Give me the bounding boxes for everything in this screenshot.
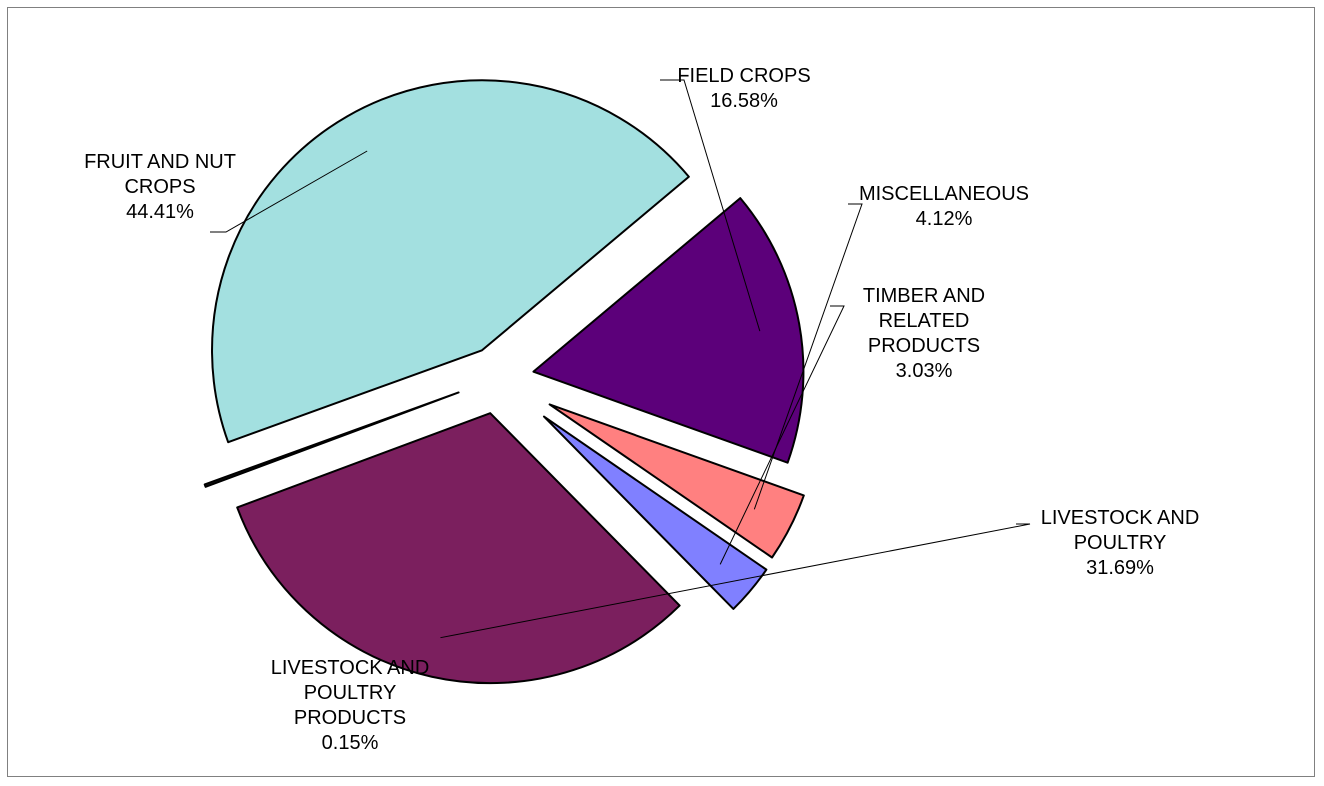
data-label-value: 44.41% (126, 201, 194, 223)
data-label-value: 3.03% (896, 360, 953, 382)
data-label-name: LIVESTOCK AND (271, 657, 430, 679)
data-label-value: 31.69% (1086, 557, 1154, 579)
data-label-name: FRUIT AND NUT (84, 151, 236, 173)
data-label: LIVESTOCK AND POULTRY PRODUCTS 0.15% (271, 657, 430, 754)
data-label-value: 0.15% (322, 732, 379, 754)
leaders-layer (210, 79, 1031, 639)
leader-line (440, 523, 1031, 639)
leader-line (753, 203, 863, 510)
data-label-name: PRODUCTS (294, 707, 406, 729)
pie-slice-miscellaneous (548, 403, 805, 559)
data-label-name: FIELD CROPS (677, 65, 810, 87)
pie-slice-livestock-and-poultry-products (203, 391, 460, 488)
data-label-value: 16.58% (710, 90, 778, 112)
data-label-value: 4.12% (916, 208, 973, 230)
labels-layer: FIELD CROPS 16.58% MISCELLANEOUS 4.12% TIMBE… (84, 65, 1199, 754)
leader-line (660, 79, 761, 332)
leader-line (719, 305, 845, 565)
data-label: TIMBER AND RELATED PRODUCTS 3.03% (863, 285, 985, 382)
data-label: LIVESTOCK AND POULTRY 31.69% (1041, 507, 1200, 579)
slices-layer (203, 79, 805, 685)
data-label-name: MISCELLANEOUS (859, 183, 1029, 205)
data-label: FIELD CROPS 16.58% (677, 65, 810, 112)
data-label-name: TIMBER AND (863, 285, 985, 307)
data-label-name: POULTRY (304, 682, 397, 704)
data-label-name: POULTRY (1074, 532, 1167, 554)
data-label-name: CROPS (124, 176, 195, 198)
data-label-name: LIVESTOCK AND (1041, 507, 1200, 529)
data-label-name: PRODUCTS (868, 335, 980, 357)
data-label: MISCELLANEOUS 4.12% (859, 183, 1029, 230)
data-label-name: RELATED (879, 310, 970, 332)
pie-slice-timber-and-related-products (542, 415, 768, 610)
leader-line (210, 150, 368, 233)
pie-slice-fruit-and-nut-crops (211, 79, 690, 444)
pie-slice-livestock-and-poultry (236, 412, 681, 685)
pie-slice-field-crops (532, 197, 805, 464)
data-label: FRUIT AND NUT CROPS 44.41% (84, 151, 236, 223)
